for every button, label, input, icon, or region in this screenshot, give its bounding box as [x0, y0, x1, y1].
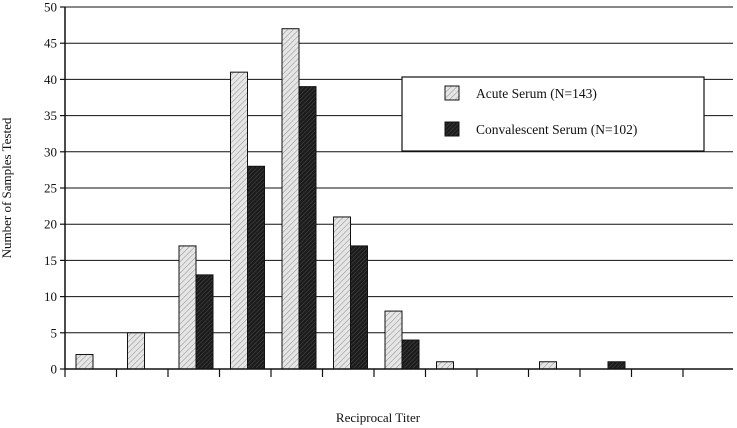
y-tick-label: 35 — [44, 108, 57, 123]
y-tick-label: 15 — [44, 253, 57, 268]
bar-acute — [178, 245, 197, 370]
y-tick-labels: 0 5 10 15 20 25 30 35 40 45 50 — [44, 0, 57, 377]
bar-acute — [230, 71, 248, 370]
y-tick-label: 45 — [44, 36, 57, 51]
bar-convalescent — [401, 339, 420, 370]
bars — [75, 28, 626, 370]
bar-acute — [75, 354, 94, 370]
y-tick-label: 50 — [44, 0, 57, 15]
bar-convalescent — [195, 274, 214, 370]
legend-label-acute: Acute Serum (N=143) — [476, 86, 597, 101]
bar-convalescent — [607, 361, 626, 370]
y-tick-label: 10 — [44, 289, 57, 304]
bar-acute — [127, 332, 145, 370]
y-tick-label: 30 — [44, 144, 57, 159]
y-axis-title: Number of Samples Tested — [0, 117, 14, 258]
legend-swatch-acute — [444, 85, 460, 101]
bar-acute — [539, 361, 557, 370]
legend-label-convalescent: Convalescent Serum (N=102) — [476, 122, 637, 137]
gridlines — [65, 6, 733, 334]
y-tick-label: 25 — [44, 181, 57, 196]
bar-convalescent — [247, 165, 265, 370]
y-tick-label: 20 — [44, 217, 57, 232]
bar-acute — [384, 310, 403, 370]
legend: Acute Serum (N=143) Convalescent Serum (… — [401, 76, 705, 152]
bar-convalescent — [298, 86, 317, 370]
x-axis-title: Reciprocal Titer — [336, 410, 421, 425]
bar-acute — [281, 28, 300, 370]
bar-convalescent — [350, 245, 368, 370]
y-tick-label: 40 — [44, 72, 57, 87]
bar-acute — [436, 361, 454, 370]
legend-swatch-convalescent — [444, 121, 460, 137]
y-tick-label: 5 — [51, 325, 58, 340]
y-tick-label: 0 — [51, 362, 58, 377]
bar-acute — [333, 216, 351, 370]
axes — [60, 6, 733, 377]
